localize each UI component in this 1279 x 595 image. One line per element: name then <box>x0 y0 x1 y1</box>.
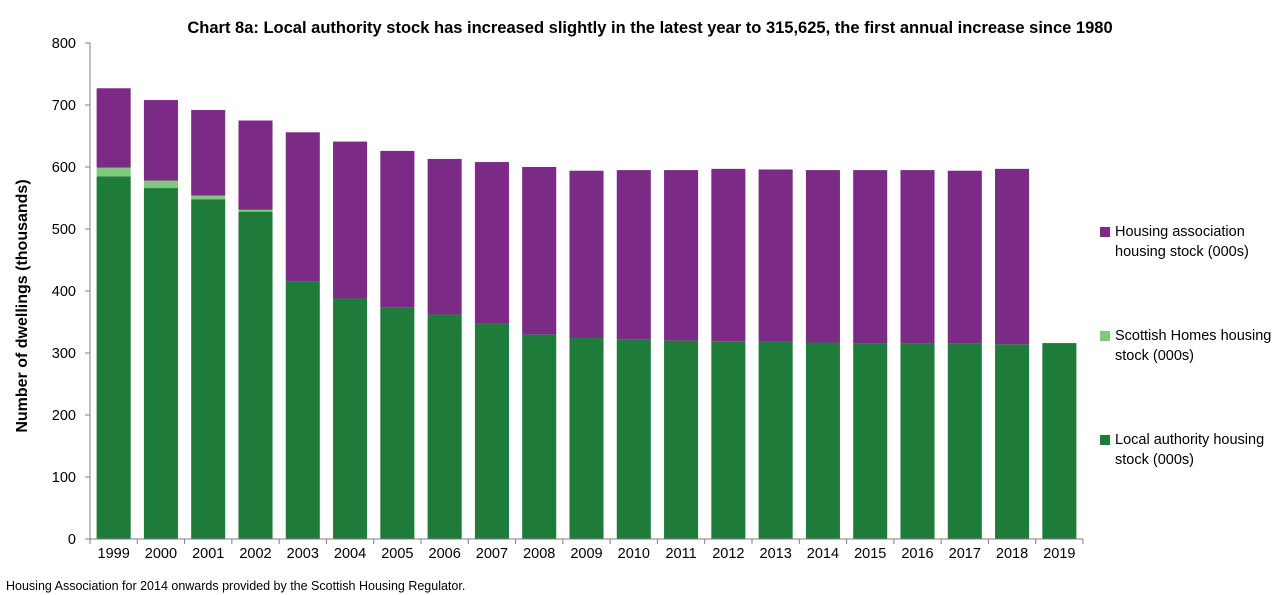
bar-local-2019 <box>1042 343 1077 539</box>
x-tick-label-2005: 2005 <box>381 546 413 562</box>
x-tick-label-2015: 2015 <box>854 546 886 562</box>
bar-scottish-2001 <box>191 195 226 200</box>
x-tick-label-2016: 2016 <box>901 546 933 562</box>
bar-housing-2017 <box>947 170 982 344</box>
bar-local-2001 <box>191 199 226 540</box>
y-tick-label-300: 300 <box>52 346 76 362</box>
bar-local-2010 <box>616 339 651 539</box>
bar-local-2004 <box>333 298 368 539</box>
bar-housing-2018 <box>995 168 1030 345</box>
x-tick-label-2013: 2013 <box>760 546 792 562</box>
bar-local-2012 <box>711 341 746 539</box>
x-tick-label-2010: 2010 <box>618 546 650 562</box>
x-tick-label-2014: 2014 <box>807 546 839 562</box>
chart-title: Chart 8a: Local authority stock has incr… <box>187 19 1113 37</box>
y-tick-label-500: 500 <box>52 222 76 238</box>
bar-housing-2011 <box>664 170 699 341</box>
y-tick-label-800: 800 <box>52 36 76 52</box>
bar-housing-2000 <box>143 100 178 181</box>
bar-housing-2009 <box>569 170 604 338</box>
legend-item-scottish-homes: Scottish Homes housing stock (000s) <box>1100 326 1279 366</box>
bar-local-2011 <box>664 340 699 539</box>
bar-local-2003 <box>285 281 320 539</box>
bar-housing-2012 <box>711 168 746 342</box>
bar-local-2018 <box>995 344 1030 539</box>
axes-group: 1999 2000 2001 2002 2003 2004 2005 2006 2007 2008… <box>52 36 1084 562</box>
bar-housing-2016 <box>900 170 935 344</box>
legend-swatch-scottish-homes <box>1100 331 1110 341</box>
bars-group <box>96 88 1077 540</box>
x-tick-label-2019: 2019 <box>1043 546 1075 562</box>
bar-housing-1999 <box>96 88 131 168</box>
x-tick-label-2007: 2007 <box>476 546 508 562</box>
x-tick-label-2006: 2006 <box>429 546 461 562</box>
bar-housing-2001 <box>191 109 226 196</box>
legend-label-housing-association: Housing association housing stock (000s) <box>1115 224 1249 260</box>
bar-housing-2002 <box>238 120 273 210</box>
bar-housing-2010 <box>616 170 651 340</box>
legend-label-local-authority: Local authority housing stock (000s) <box>1115 432 1265 468</box>
y-tick-label-200: 200 <box>52 408 76 424</box>
bar-housing-2005 <box>380 150 415 308</box>
bar-local-2009 <box>569 337 604 539</box>
y-tick-label-400: 400 <box>52 284 76 300</box>
legend-swatch-local-authority <box>1100 435 1110 445</box>
y-tick-label-600: 600 <box>52 160 76 176</box>
legend-item-housing-association: Housing association housing stock (000s) <box>1100 222 1279 262</box>
bar-local-2008 <box>522 334 557 539</box>
bar-housing-2014 <box>805 170 840 343</box>
bar-housing-2003 <box>285 132 320 282</box>
y-tick-label-100: 100 <box>52 470 76 486</box>
bar-local-2005 <box>380 307 415 539</box>
bar-local-2002 <box>238 211 273 539</box>
x-tick-label-2017: 2017 <box>949 546 981 562</box>
legend-swatch-housing-association <box>1100 227 1110 237</box>
bar-local-2017 <box>947 343 982 539</box>
bar-local-2006 <box>427 314 462 539</box>
x-tick-label-2004: 2004 <box>334 546 366 562</box>
legend-label-scottish-homes: Scottish Homes housing stock (000s) <box>1115 328 1272 364</box>
bar-housing-2007 <box>474 162 509 324</box>
x-tick-label-2009: 2009 <box>570 546 602 562</box>
bar-housing-2004 <box>333 141 368 299</box>
y-tick-label-0: 0 <box>68 532 76 548</box>
footnote: Housing Association for 2014 onwards pro… <box>6 579 466 593</box>
bar-housing-2015 <box>853 170 888 344</box>
bar-local-2015 <box>853 343 888 539</box>
legend-item-local-authority: Local authority housing stock (000s) <box>1100 430 1279 470</box>
bar-local-2014 <box>805 342 840 539</box>
x-tick-label-1999: 1999 <box>98 546 130 562</box>
bar-local-2016 <box>900 343 935 539</box>
bar-local-1999 <box>96 176 131 540</box>
bar-scottish-1999 <box>96 167 131 177</box>
bar-scottish-2000 <box>143 180 178 189</box>
x-tick-label-2012: 2012 <box>712 546 744 562</box>
bar-local-2007 <box>474 323 509 539</box>
chart-plot: 1999 2000 2001 2002 2003 2004 2005 2006 2007 2008… <box>52 36 1084 562</box>
x-tick-label-2018: 2018 <box>996 546 1028 562</box>
x-tick-label-2001: 2001 <box>192 546 224 562</box>
bar-housing-2013 <box>758 169 793 342</box>
x-tick-label-2011: 2011 <box>665 546 696 562</box>
bar-scottish-2002 <box>238 209 273 212</box>
bar-housing-2006 <box>427 158 462 315</box>
x-tick-label-2002: 2002 <box>239 546 271 562</box>
bar-local-2013 <box>758 341 793 539</box>
y-tick-label-700: 700 <box>52 98 76 114</box>
x-tick-label-2000: 2000 <box>145 546 177 562</box>
bar-local-2000 <box>143 188 178 539</box>
x-tick-label-2003: 2003 <box>287 546 319 562</box>
x-tick-label-2008: 2008 <box>523 546 555 562</box>
bar-housing-2008 <box>522 167 557 335</box>
